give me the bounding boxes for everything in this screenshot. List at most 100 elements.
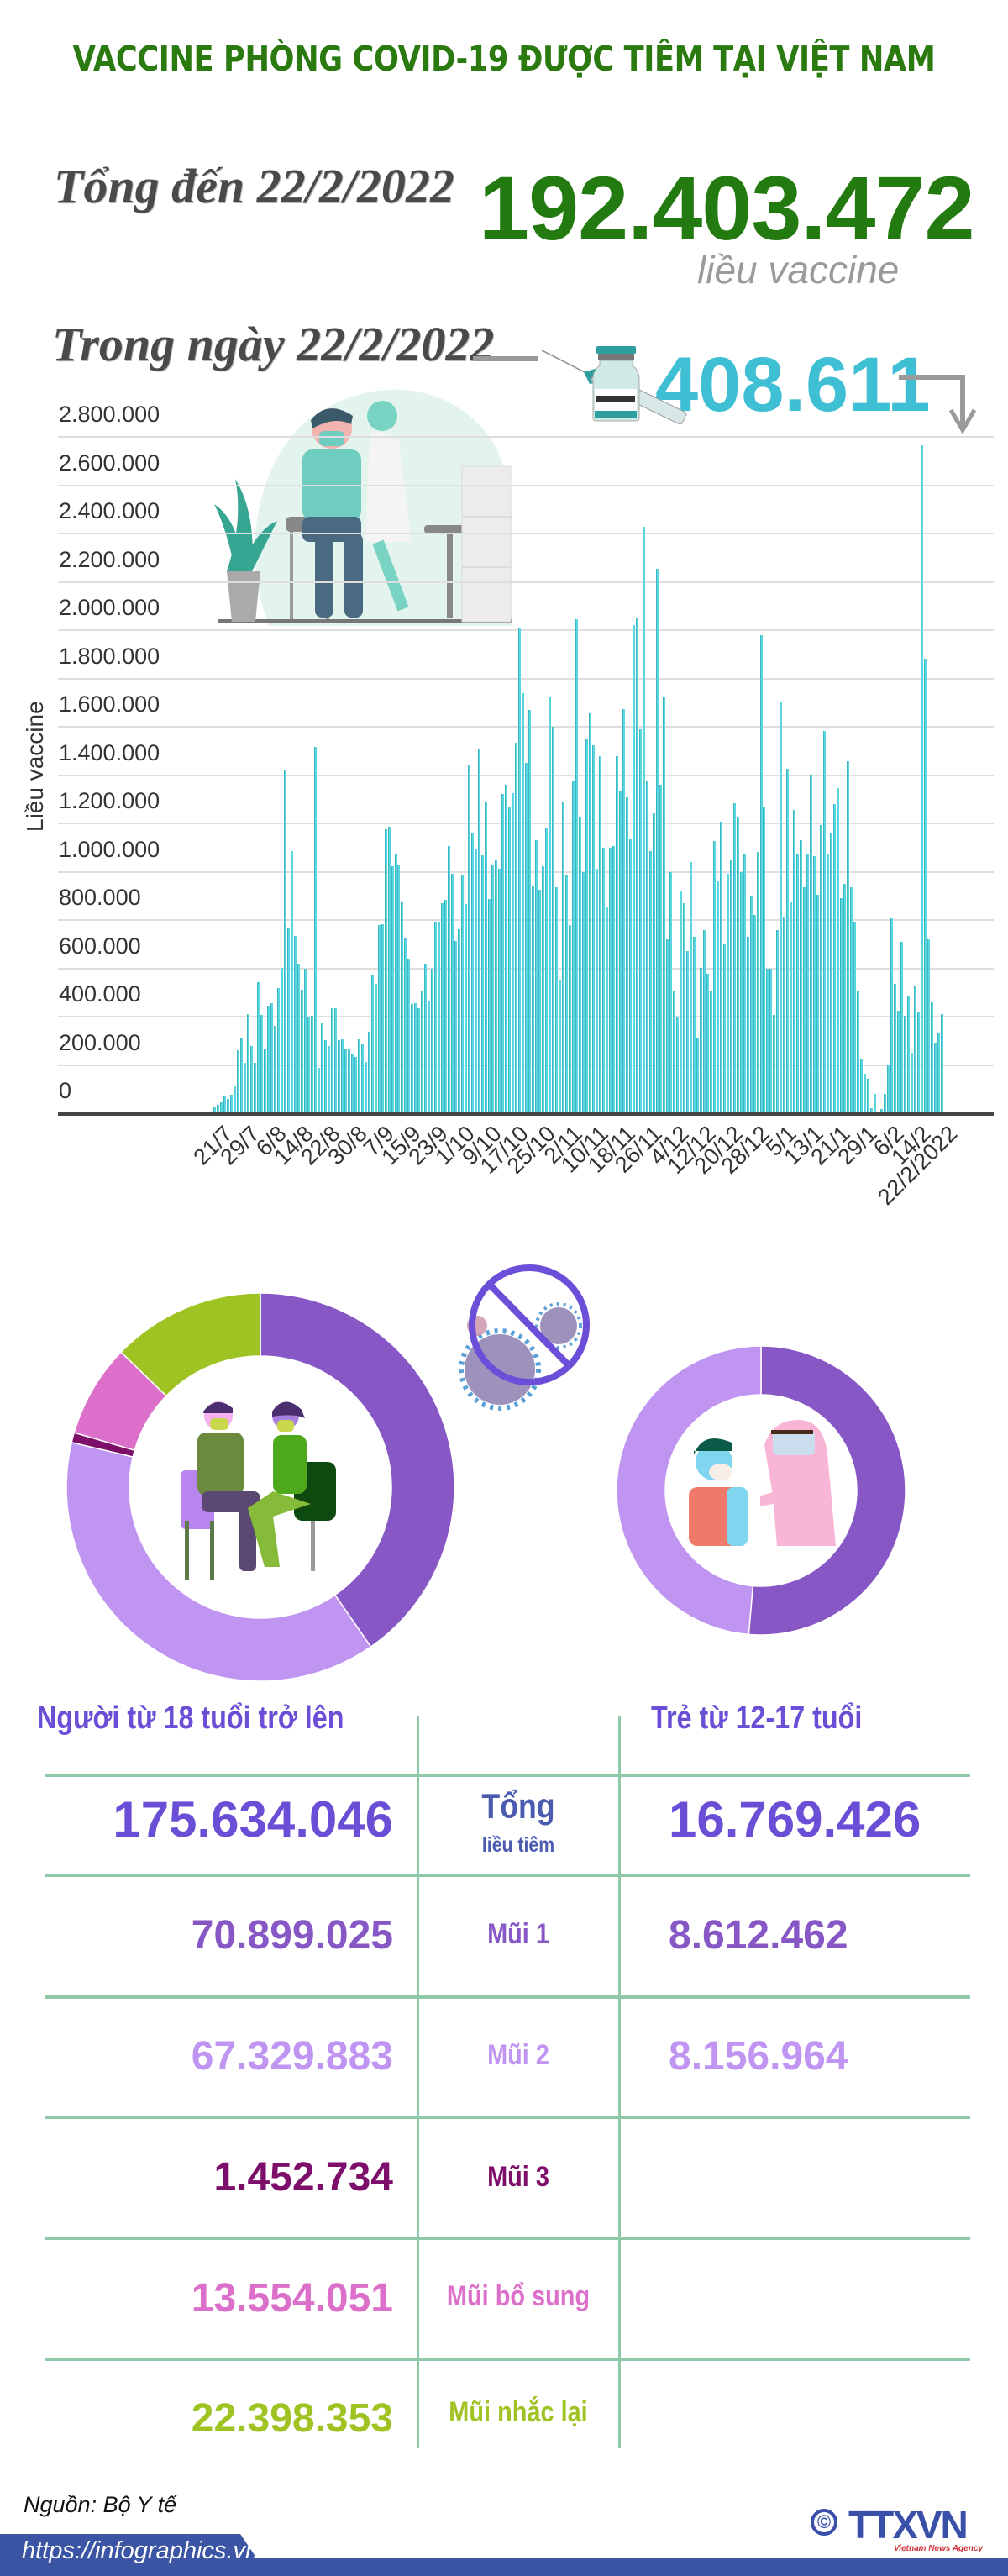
bar xyxy=(588,712,591,1113)
bar xyxy=(340,1039,344,1113)
bar xyxy=(756,851,759,1113)
row-label-booster-dose: Mũi nhắc lại xyxy=(449,2396,588,2428)
bar xyxy=(706,974,709,1113)
y-tick-label: 1.600.000 xyxy=(59,691,160,717)
bar xyxy=(672,991,675,1113)
daily-label: Trong ngày 22/2/2022 xyxy=(52,317,495,371)
bar xyxy=(333,1007,337,1113)
bar xyxy=(451,874,454,1113)
gridline xyxy=(58,581,994,583)
dose1-adults-value: 70.899.025 xyxy=(191,1913,393,1958)
bar xyxy=(941,1014,943,1113)
bar xyxy=(280,967,283,1113)
table-rule xyxy=(45,2358,970,2361)
bar xyxy=(401,902,404,1113)
x-axis-line xyxy=(58,1112,994,1116)
y-axis-title: Liều vaccine xyxy=(22,701,48,832)
dose2-adults-value: 67.329.883 xyxy=(191,2034,393,2079)
y-tick-label: 1.000.000 xyxy=(59,836,160,862)
column-header-children: Trẻ từ 12-17 tuổi xyxy=(651,1701,863,1736)
table-divider-2 xyxy=(618,1716,621,2448)
no-virus-icon xyxy=(459,1264,590,1411)
bar xyxy=(921,445,924,1113)
bar xyxy=(736,816,739,1113)
bar xyxy=(927,939,931,1113)
row-sublabel-total: liều tiêm xyxy=(481,1833,555,1857)
bar xyxy=(699,967,702,1113)
bar xyxy=(538,890,542,1113)
bar xyxy=(260,1014,263,1113)
bar xyxy=(458,928,461,1113)
bar xyxy=(434,922,438,1113)
y-tick-label: 2.000.000 xyxy=(59,595,160,620)
row-label-total: Tổng xyxy=(481,1786,555,1826)
bar xyxy=(860,1059,864,1113)
bar xyxy=(800,840,803,1113)
footer-url-link[interactable]: https://infographics.vn xyxy=(22,2537,260,2564)
bar xyxy=(276,988,280,1113)
donut-segment xyxy=(120,1292,261,1397)
gridline xyxy=(58,436,994,438)
bar xyxy=(555,886,559,1113)
row-label-additional-dose: Mũi bổ sung xyxy=(446,2280,591,2312)
y-tick-label: 800.000 xyxy=(59,885,141,910)
bar xyxy=(266,1005,270,1113)
bar xyxy=(377,925,381,1113)
bar xyxy=(816,895,820,1113)
booster-dose-adults-value: 22.398.353 xyxy=(191,2396,393,2441)
bar xyxy=(833,804,837,1113)
daily-value: 408.611 xyxy=(655,342,931,428)
bar xyxy=(601,848,605,1113)
bar xyxy=(505,785,508,1113)
bar xyxy=(773,1015,776,1113)
bar-series xyxy=(213,437,953,1113)
donut-segment xyxy=(748,1345,906,1636)
bar xyxy=(297,964,300,1113)
gridline xyxy=(58,533,994,534)
table-rule xyxy=(45,1995,970,1999)
connector-line xyxy=(473,356,538,361)
bar xyxy=(270,1003,273,1113)
bar xyxy=(685,951,689,1113)
bar xyxy=(598,756,601,1113)
bar xyxy=(461,875,465,1113)
bar xyxy=(722,944,726,1113)
bar xyxy=(659,785,662,1113)
bar xyxy=(364,1061,367,1113)
bar xyxy=(753,914,756,1113)
bar xyxy=(692,937,696,1113)
table-rule xyxy=(45,2237,970,2240)
bar xyxy=(709,991,712,1113)
donut-chart-children xyxy=(616,1345,906,1636)
bar xyxy=(904,1016,907,1113)
bar xyxy=(675,1017,679,1113)
bar xyxy=(696,1038,699,1113)
table-rule xyxy=(45,2116,970,2119)
bar xyxy=(249,1046,253,1113)
bar xyxy=(830,833,833,1113)
bar xyxy=(579,817,581,1113)
bar xyxy=(223,1096,226,1113)
bar xyxy=(618,790,622,1113)
bar xyxy=(478,748,481,1113)
bar xyxy=(595,869,598,1113)
bar xyxy=(937,1033,941,1113)
bar xyxy=(739,872,743,1113)
bar xyxy=(448,845,451,1113)
bar xyxy=(391,865,394,1113)
dose2-children-value: 8.156.964 xyxy=(669,2034,848,2079)
bar xyxy=(682,902,685,1113)
bar xyxy=(323,1040,327,1113)
bar xyxy=(591,745,595,1113)
donut-segment xyxy=(66,1441,372,1682)
bar xyxy=(562,802,565,1113)
bar xyxy=(712,841,716,1113)
bar xyxy=(290,851,293,1113)
bar xyxy=(565,875,569,1113)
bar xyxy=(236,1049,239,1113)
bar xyxy=(907,996,911,1113)
bar xyxy=(226,1099,229,1113)
bar xyxy=(465,903,468,1113)
bar xyxy=(635,618,638,1113)
bar xyxy=(793,809,796,1113)
